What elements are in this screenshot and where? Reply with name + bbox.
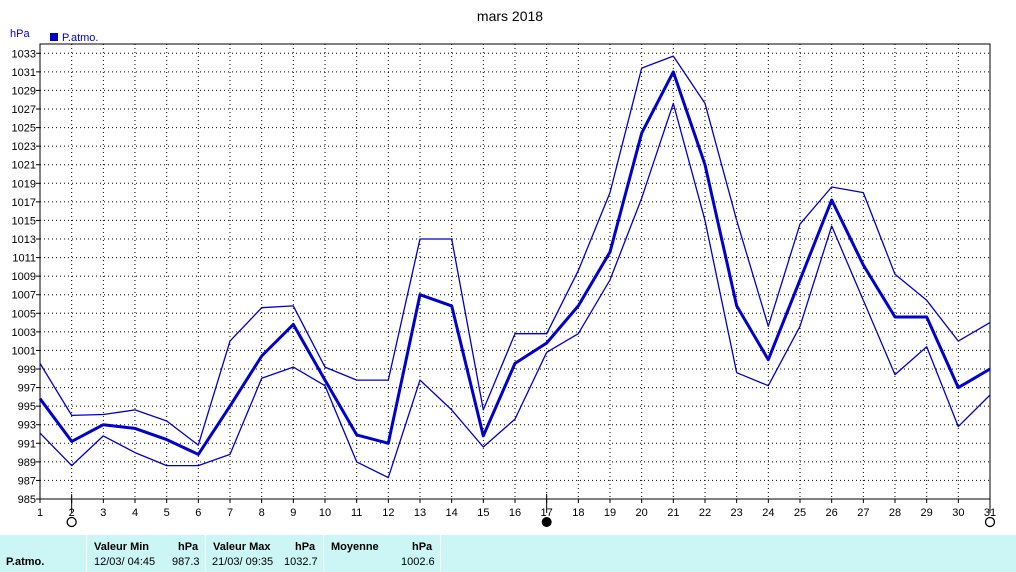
y-tick-label: 1013 <box>12 234 36 246</box>
y-tick-label: 1023 <box>12 141 36 153</box>
x-tick-label: 23 <box>731 507 743 519</box>
series-line-max <box>39 55 991 446</box>
y-axis-unit: hPa <box>10 28 30 40</box>
y-tick-label: 1029 <box>12 85 36 97</box>
x-tick-label: 18 <box>572 507 584 519</box>
x-tick-label: 9 <box>290 507 296 519</box>
max-unit: hPa <box>295 541 316 553</box>
y-tick-label: 1007 <box>12 290 36 302</box>
series-lines <box>38 55 991 479</box>
x-tick-label: 15 <box>477 507 489 519</box>
max-header: Valeur Max <box>213 541 271 553</box>
y-tick-label: 1019 <box>12 178 36 190</box>
x-tick-label: 19 <box>604 507 616 519</box>
x-tick-label: 24 <box>762 507 774 519</box>
x-tick-label: 6 <box>195 507 201 519</box>
min-unit: hPa <box>178 541 199 553</box>
x-tick-label: 30 <box>952 507 964 519</box>
plot-area <box>39 43 991 500</box>
y-tick-label: 985 <box>18 494 36 506</box>
min-value: 987.3 <box>172 556 200 568</box>
y-tick-label: 993 <box>18 420 36 432</box>
y-tick-label: 991 <box>18 438 36 450</box>
day-markers <box>66 494 996 528</box>
x-tick-label: 5 <box>164 507 170 519</box>
max-time: 21/03/ 09:35 <box>212 556 274 568</box>
y-tick-label: 1027 <box>12 104 36 116</box>
max-value: 1032.7 <box>284 556 318 568</box>
y-tick-label: 1031 <box>12 67 36 79</box>
x-tick-label: 4 <box>132 507 138 519</box>
x-tick-label: 27 <box>857 507 869 519</box>
x-tick-label: 11 <box>351 507 362 519</box>
y-tick-label: 995 <box>18 401 36 413</box>
legend-label: P.atmo. <box>62 32 99 44</box>
x-tick-label: 29 <box>921 507 933 519</box>
y-tick-label: 999 <box>18 364 36 376</box>
x-tick-label: 8 <box>259 507 265 519</box>
x-tick-label: 13 <box>414 507 426 519</box>
y-tick-label: 1011 <box>12 253 36 265</box>
stats-series-label: P.atmo. <box>6 556 45 568</box>
x-tick-label: 7 <box>227 507 233 519</box>
y-tick-label: 1017 <box>12 197 36 209</box>
y-tick-label: 1025 <box>12 123 36 135</box>
avg-header: Moyenne <box>331 541 379 553</box>
pressure-chart: mars 2018 hPa P.atmo. 985987989991993995… <box>10 8 996 528</box>
y-tick-label: 987 <box>18 475 36 487</box>
x-tick-label: 26 <box>826 507 838 519</box>
x-tick-label: 10 <box>319 507 331 519</box>
x-tick-label: 16 <box>509 507 521 519</box>
y-tick-label: 1001 <box>12 345 36 357</box>
y-axis: 985 987 989 991 993 995 997 999 1001 1003 1005 1007… <box>12 48 40 506</box>
min-time: 12/03/ 04:45 <box>94 556 156 568</box>
chart-title: mars 2018 <box>477 8 543 24</box>
x-tick-label: 21 <box>667 507 679 519</box>
min-header: Valeur Min <box>94 541 150 553</box>
x-tick-label: 12 <box>382 507 394 519</box>
open-circle-icon <box>66 516 77 528</box>
x-tick-label: 1 <box>37 507 43 519</box>
y-tick-label: 1033 <box>12 48 36 60</box>
open-circle-icon <box>984 516 996 528</box>
y-tick-label: 989 <box>18 457 36 469</box>
y-tick-label: 997 <box>18 383 36 395</box>
x-tick-label: 25 <box>794 507 806 519</box>
series-line-min <box>39 102 991 479</box>
x-tick-label: 28 <box>889 507 901 519</box>
y-tick-label: 1009 <box>12 271 36 283</box>
y-tick-label: 1021 <box>12 160 36 172</box>
x-axis: 1234567891011121314151617181920212223242… <box>37 499 996 519</box>
series-line-mean <box>38 70 991 456</box>
y-tick-label: 1005 <box>12 308 36 320</box>
x-tick-label: 14 <box>446 507 458 519</box>
avg-value: 1002.6 <box>401 556 435 568</box>
avg-unit: hPa <box>412 541 433 553</box>
y-tick-label: 1003 <box>12 327 36 339</box>
stats-panel: P.atmo. Valeur Min hPa 12/03/ 04:45 987.… <box>0 535 1016 572</box>
x-tick-label: 3 <box>100 507 106 519</box>
x-tick-label: 20 <box>636 507 648 519</box>
filled-circle-icon <box>541 517 552 527</box>
y-tick-label: 1015 <box>12 215 36 227</box>
x-tick-label: 22 <box>699 507 711 519</box>
legend-swatch <box>50 33 58 41</box>
